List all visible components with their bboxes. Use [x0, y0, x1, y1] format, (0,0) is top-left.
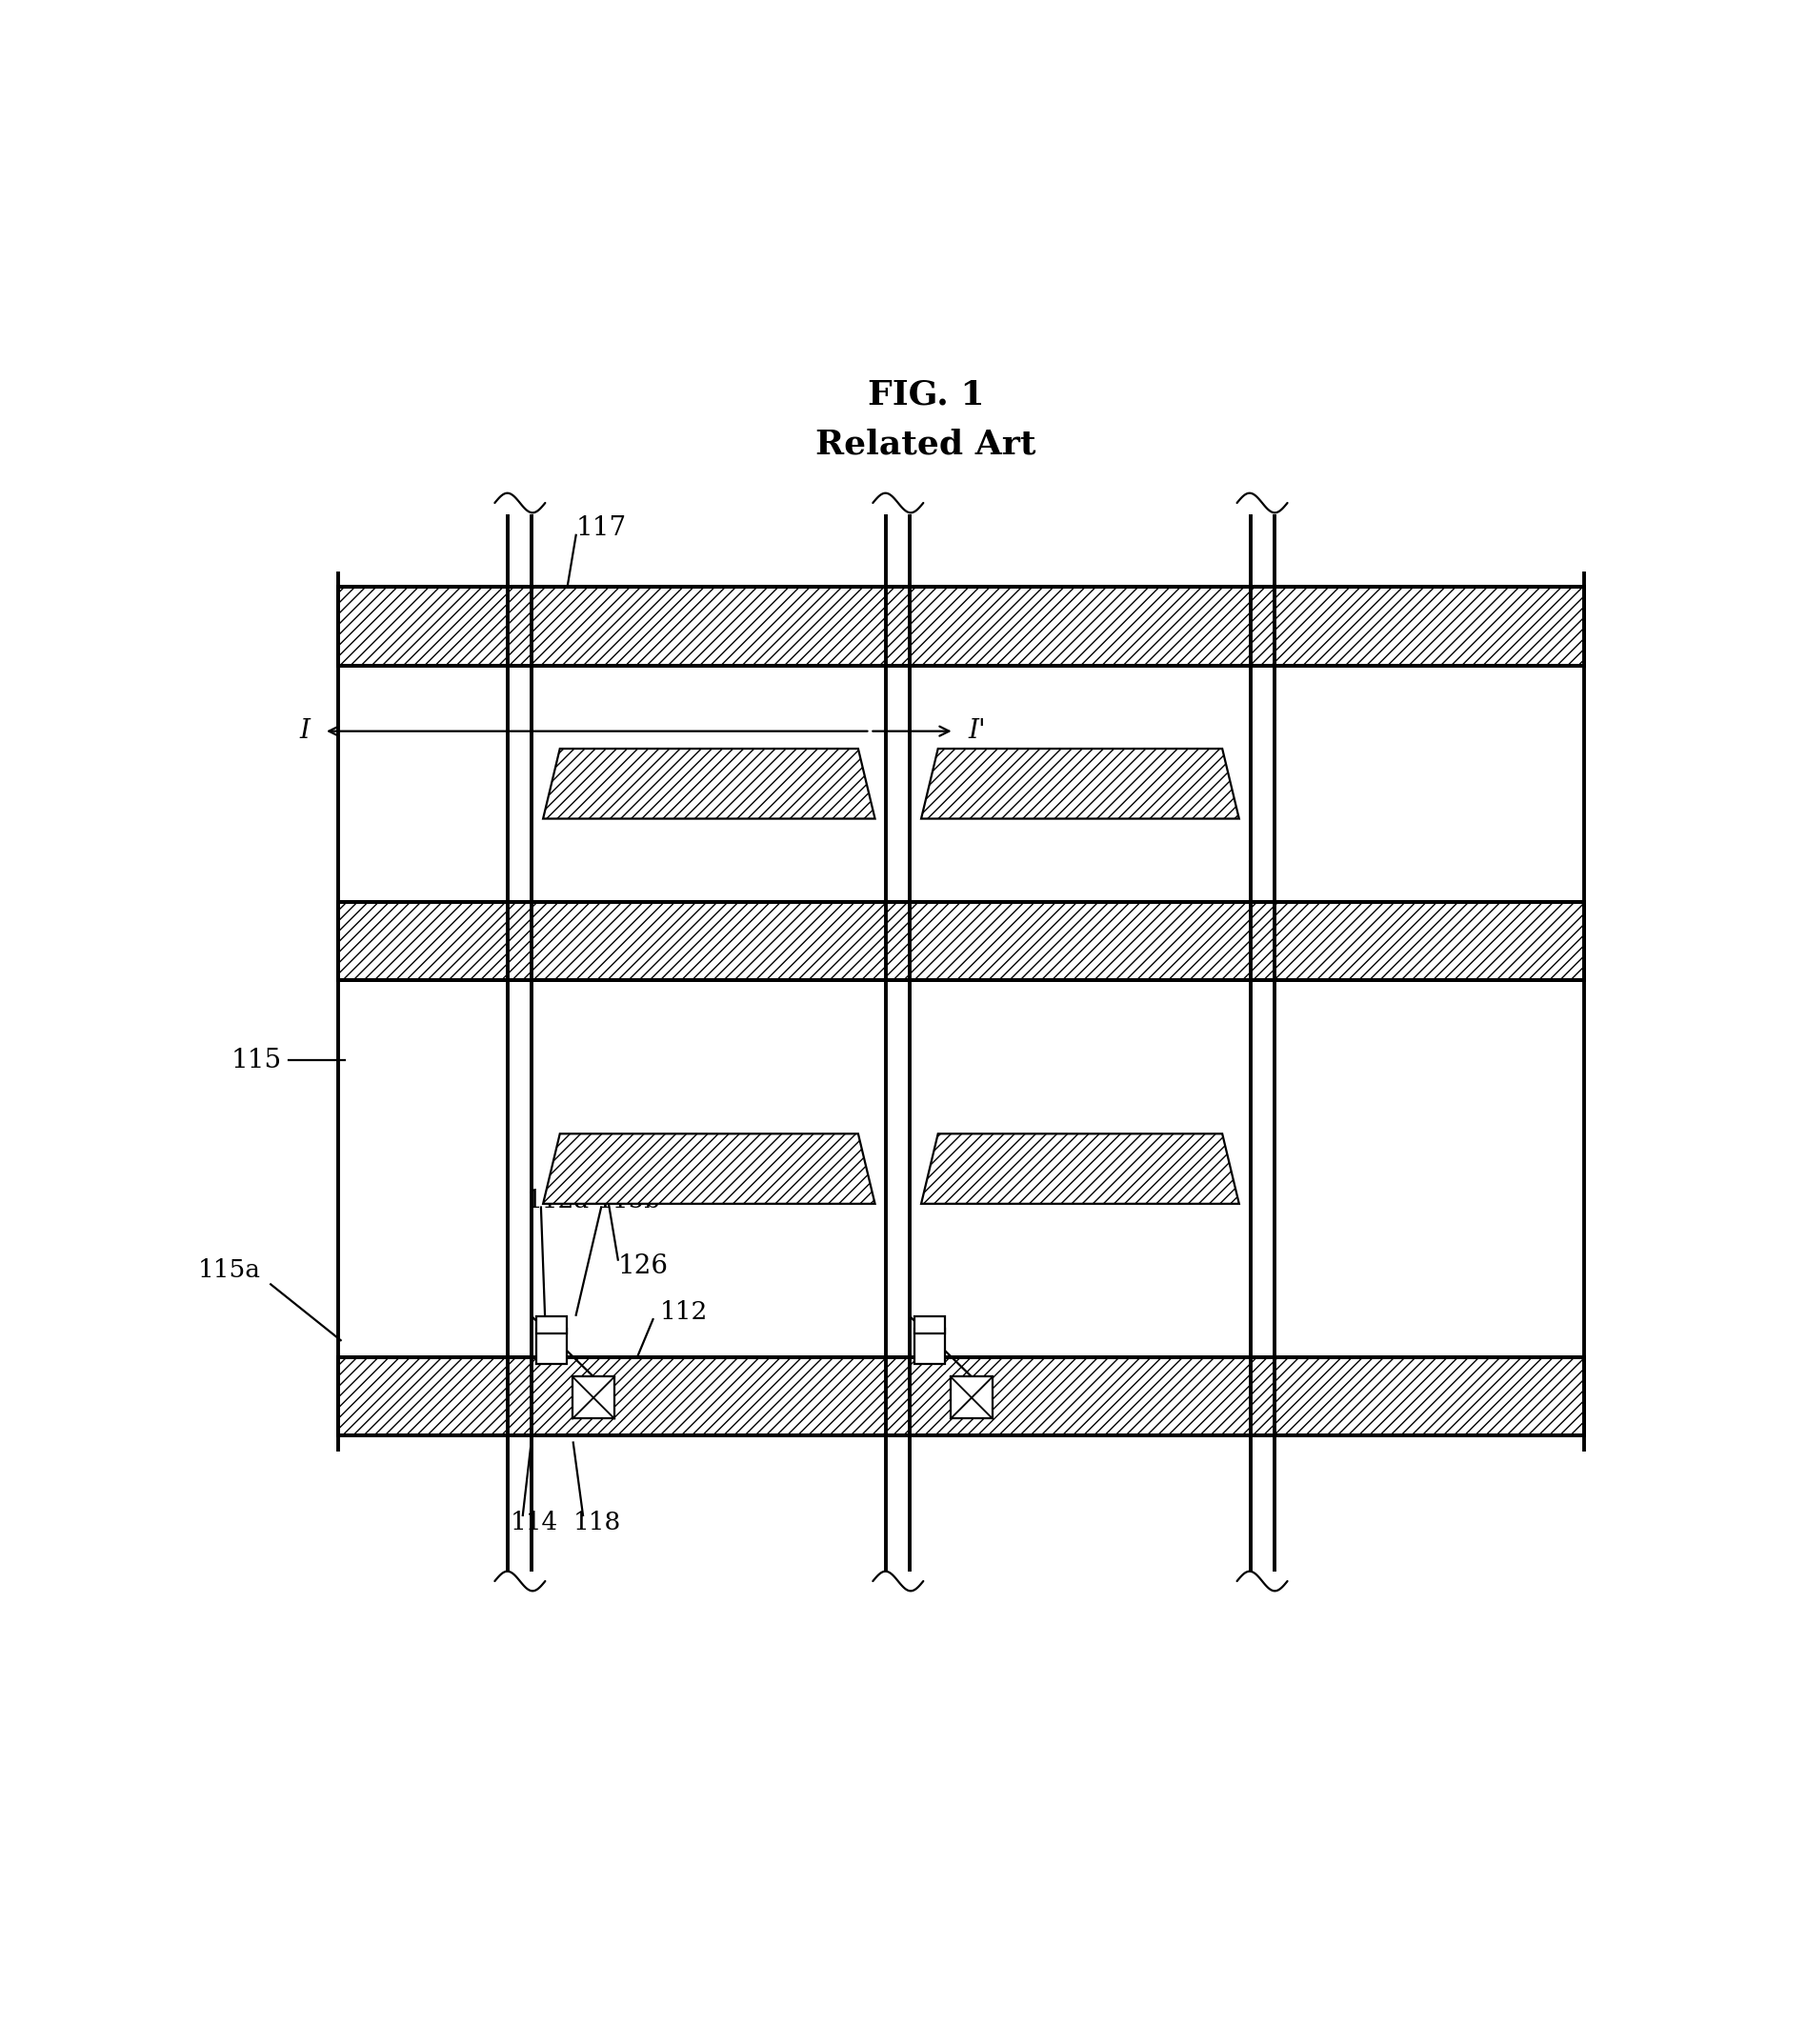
Bar	[338, 1357, 1585, 1435]
Text: I': I'	[969, 717, 987, 744]
Text: FIG. 1: FIG. 1	[867, 378, 985, 411]
Text: 112: 112	[660, 1300, 708, 1325]
Polygon shape	[544, 1134, 875, 1204]
Polygon shape	[922, 748, 1240, 820]
Text: 117: 117	[576, 515, 627, 542]
Text: Related Art: Related Art	[815, 427, 1037, 460]
Text: 118: 118	[573, 1511, 622, 1535]
Text: 115: 115	[231, 1047, 282, 1073]
Bar	[531, 901, 885, 1435]
Text: 126: 126	[618, 1253, 669, 1280]
Bar	[911, 901, 1250, 1435]
Bar	[573, 1378, 614, 1419]
Text: I: I	[300, 717, 311, 744]
Bar	[914, 1329, 945, 1363]
Bar	[950, 1378, 992, 1419]
Text: 115a: 115a	[199, 1259, 260, 1282]
Bar	[338, 587, 1585, 666]
Bar	[338, 901, 1585, 981]
Text: 114: 114	[510, 1511, 558, 1535]
Text: 115b: 115b	[596, 1188, 661, 1212]
Bar	[911, 587, 1250, 981]
Bar	[531, 587, 885, 981]
Text: 112a: 112a	[528, 1188, 589, 1212]
Bar	[914, 1316, 945, 1333]
Polygon shape	[922, 1134, 1240, 1204]
Bar	[537, 1329, 567, 1363]
Bar	[537, 1316, 567, 1333]
Polygon shape	[544, 748, 875, 820]
